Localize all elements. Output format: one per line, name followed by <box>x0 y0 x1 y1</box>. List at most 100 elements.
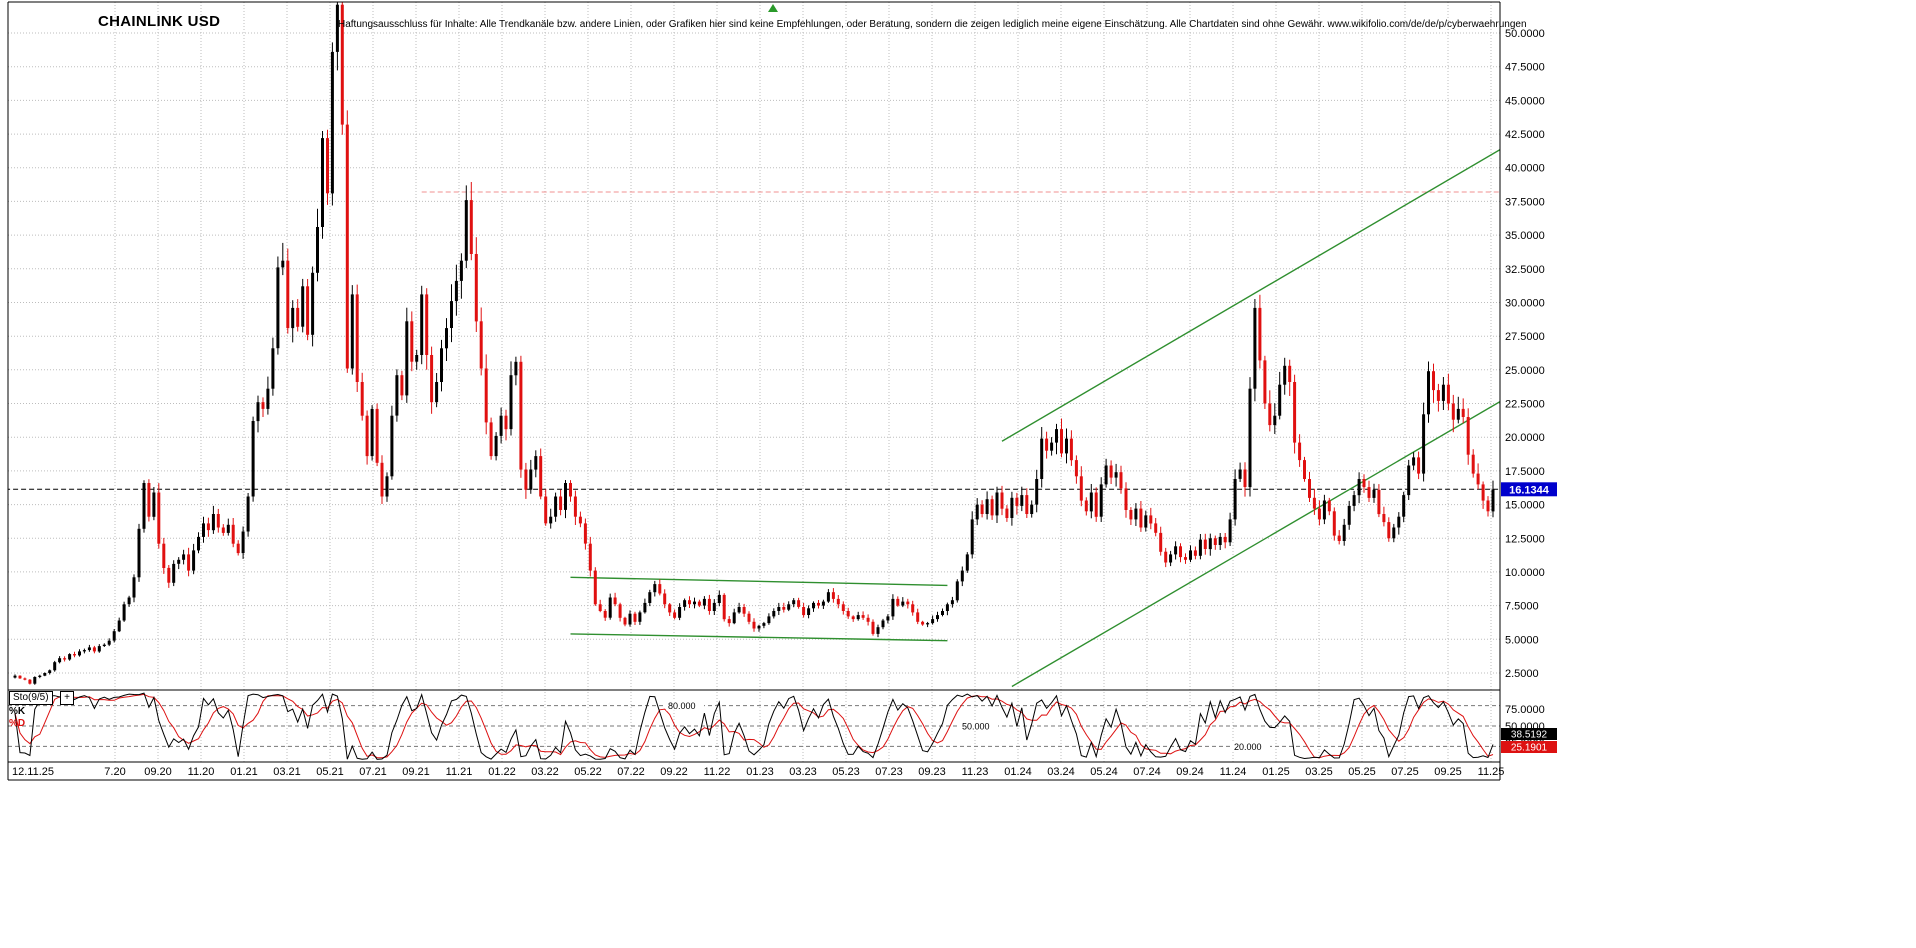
candle-body <box>415 355 419 362</box>
candle-body <box>926 623 930 625</box>
candle-body <box>38 675 42 677</box>
candle-body <box>454 280 458 302</box>
candle-body <box>1174 546 1178 555</box>
candle-body <box>727 619 731 624</box>
candle-body <box>960 570 964 582</box>
candle-body <box>583 523 587 544</box>
candle-body <box>985 499 989 514</box>
candle-body <box>747 613 751 622</box>
candle-body <box>177 559 181 564</box>
candle-body <box>281 260 285 268</box>
candle-body <box>137 528 141 578</box>
candle-body <box>1412 457 1416 466</box>
candle-body <box>335 4 339 52</box>
candle-body <box>365 415 369 457</box>
price-axis-tick: 37.5000 <box>1505 196 1545 208</box>
candle-body <box>1000 492 1004 509</box>
price-axis-tick: 30.0000 <box>1505 297 1545 309</box>
candle-body <box>1456 408 1460 420</box>
current-price-tag: 16.1344 <box>1501 482 1557 497</box>
candle-body <box>807 608 811 615</box>
time-axis-label: 09.20 <box>144 766 172 778</box>
candle-body <box>896 598 900 606</box>
candle-body <box>132 577 136 598</box>
candle-body <box>608 597 612 618</box>
indicator-name-box[interactable]: Sto(9/5) <box>9 691 53 705</box>
time-axis-label: 07.21 <box>359 766 387 778</box>
candle-body <box>18 675 22 679</box>
candle-body <box>1238 469 1242 479</box>
candle-body <box>1124 488 1128 510</box>
range-channel-upper <box>570 576 948 587</box>
candle-body <box>430 355 434 403</box>
candle-body <box>1218 536 1222 545</box>
stochastic-panel[interactable]: 80.000 50.000 20.000 <box>8 692 1500 760</box>
candle-body <box>1347 505 1351 525</box>
candle-body <box>1149 515 1153 524</box>
candle-body <box>306 286 310 335</box>
candle-body <box>871 621 875 634</box>
candle-body <box>1362 479 1366 488</box>
candle-body <box>1035 479 1039 505</box>
time-axis-label: 11.20 <box>188 766 215 778</box>
time-axis-label: 11.24 <box>1220 766 1247 778</box>
candle-body <box>936 615 939 620</box>
indicator-expand-icon[interactable]: + <box>60 691 74 705</box>
time-axis-label: 09.24 <box>1176 766 1204 778</box>
candle-body <box>797 600 801 607</box>
candle-body <box>841 604 845 611</box>
candle-body <box>321 138 324 227</box>
candle-body <box>499 415 503 436</box>
indicator-name-label: Sto(9/5) <box>13 692 49 703</box>
candle-body <box>891 598 895 617</box>
candle-body <box>802 607 806 616</box>
candle-body <box>311 272 315 335</box>
candle-body <box>82 650 86 652</box>
price-axis-tick: 7.5000 <box>1505 601 1539 613</box>
candle-body <box>648 592 652 603</box>
candle-body <box>970 519 974 555</box>
candle-body <box>757 625 761 629</box>
candle-body <box>628 613 632 625</box>
candle-body <box>13 675 17 678</box>
candle-body <box>1298 442 1302 461</box>
candle-body <box>1084 500 1088 512</box>
candle-body <box>1228 519 1232 543</box>
candle-body <box>1198 539 1202 556</box>
candle-body <box>980 504 984 514</box>
time-axis-label: 11.25 <box>1478 766 1505 778</box>
main-panel[interactable] <box>5 0 1513 688</box>
candle-body <box>1322 500 1326 520</box>
candle-body <box>702 598 706 606</box>
candle-body <box>752 621 756 629</box>
candle-body <box>1446 384 1450 404</box>
candle-body <box>678 607 682 618</box>
candle-body <box>1367 487 1371 498</box>
time-axis-label: 09.23 <box>918 766 946 778</box>
candle-body <box>291 307 295 329</box>
candle-body <box>464 200 468 261</box>
candle-body <box>68 654 72 660</box>
candle-body <box>202 523 205 537</box>
candle-body <box>246 496 250 532</box>
candle-body <box>197 536 200 551</box>
candle-body <box>1203 539 1207 549</box>
grid <box>8 2 1500 762</box>
candle-body <box>1159 532 1163 552</box>
time-axis-label: 03.22 <box>531 766 559 778</box>
sto-d-value: 25.1901 <box>1511 743 1548 754</box>
candle-body <box>950 600 954 605</box>
time-axis-label: 05.23 <box>832 766 860 778</box>
candle-body <box>107 640 111 645</box>
candle-body <box>921 621 925 625</box>
candle-body <box>355 294 359 382</box>
candle-body <box>28 679 32 684</box>
price-axis-tick: 2.5000 <box>1505 668 1539 680</box>
candle-body <box>1208 538 1212 550</box>
candle-body <box>712 602 716 611</box>
candle-body <box>370 408 374 457</box>
candle-body <box>623 617 627 625</box>
candle-body <box>1397 516 1401 528</box>
sto-k-value-tag: 38.5192 <box>1501 728 1557 741</box>
